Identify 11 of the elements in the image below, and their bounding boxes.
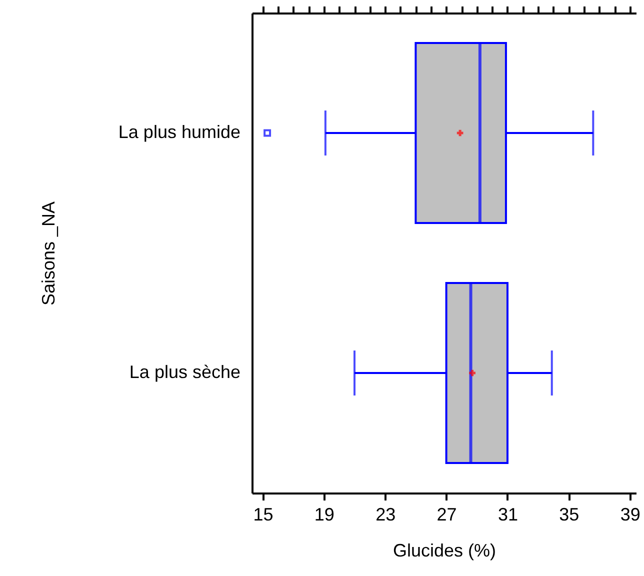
y-tick-label: La plus sèche xyxy=(129,362,240,382)
y-tick-label: La plus humide xyxy=(118,122,240,142)
y-axis-title: Saisons _NA xyxy=(38,201,58,306)
x-tick-label: 15 xyxy=(253,504,274,524)
x-tick-label: 31 xyxy=(498,504,518,524)
x-tick-label: 35 xyxy=(559,504,580,524)
x-tick-label: 23 xyxy=(376,504,396,524)
x-tick-label: 39 xyxy=(620,504,640,524)
x-tick-label: 19 xyxy=(314,504,334,524)
x-tick-label: 27 xyxy=(436,504,457,524)
x-axis-title: Glucides (%) xyxy=(392,540,496,560)
